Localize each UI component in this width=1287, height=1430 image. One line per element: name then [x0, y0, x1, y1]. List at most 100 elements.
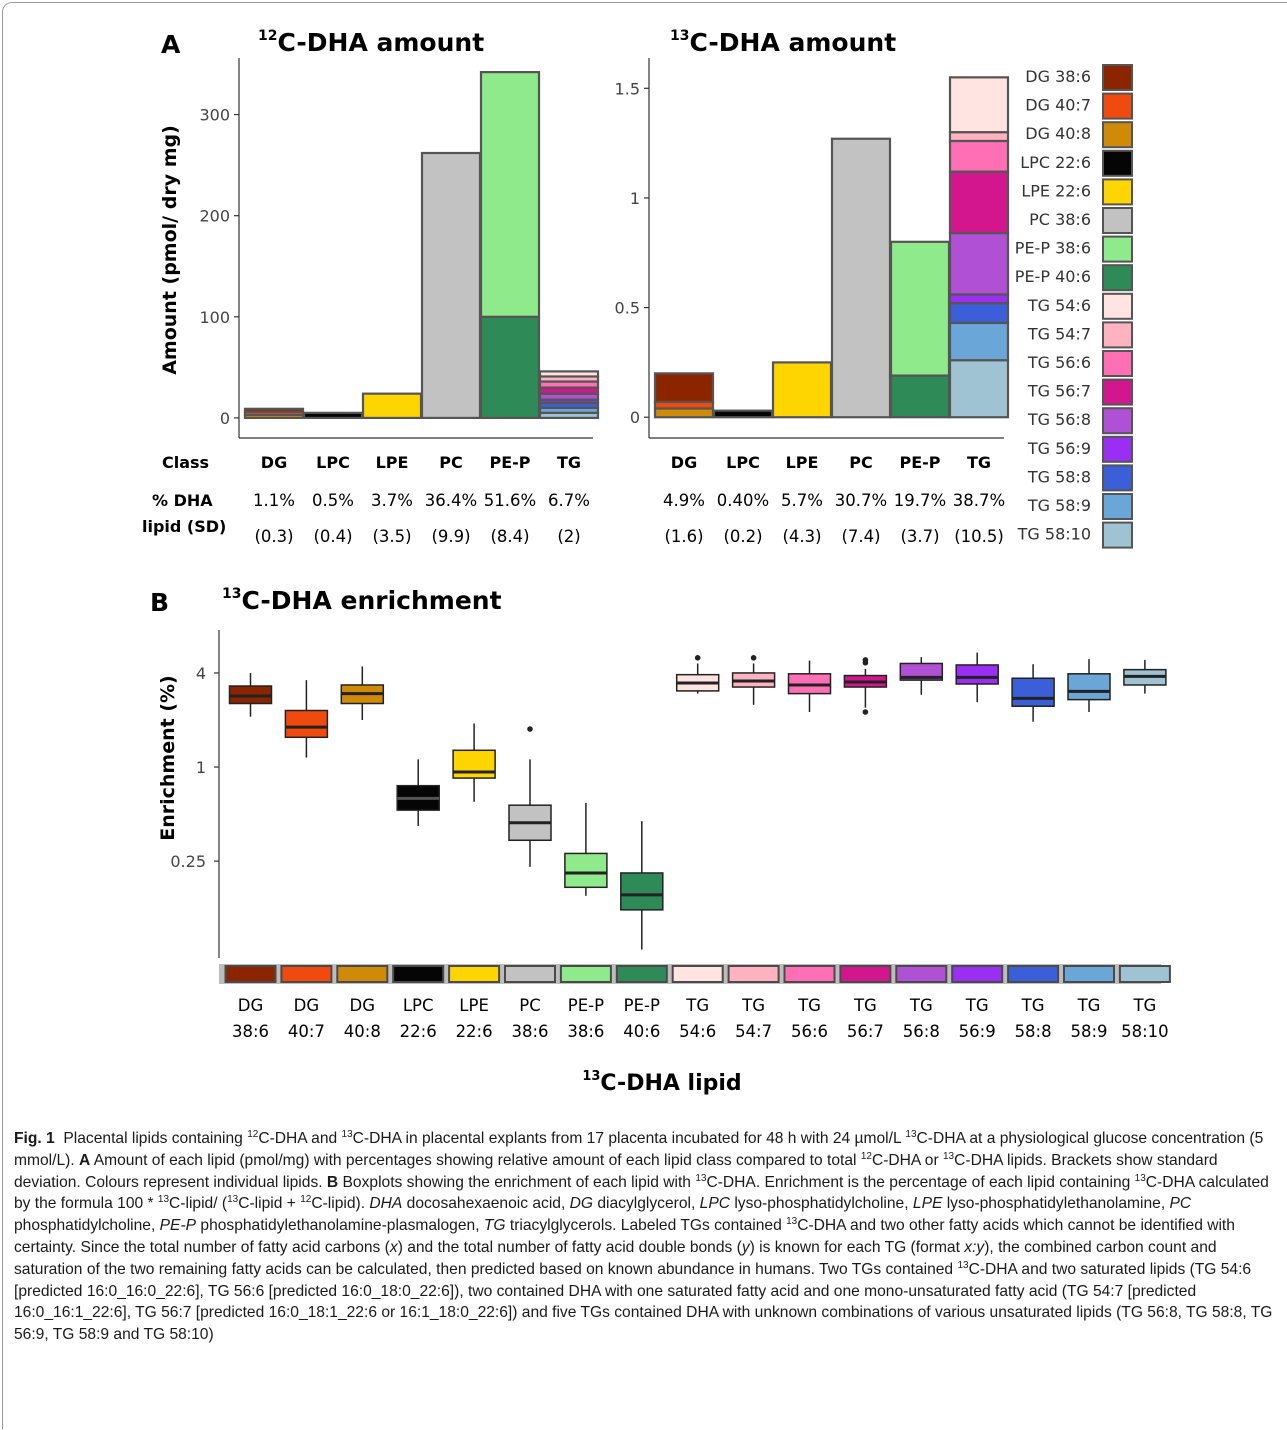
class-label: PE-P: [899, 453, 940, 472]
pct-sd-value: (3.5): [372, 527, 411, 546]
class-label: PE-P: [489, 453, 530, 472]
x-tick-label-species: 56:8: [903, 1022, 940, 1041]
legend-label: PC 38:6: [1029, 210, 1091, 229]
legend-swatch: [1102, 64, 1133, 91]
box-outlier: [527, 726, 533, 732]
pct-dha-value: 51.6%: [484, 491, 536, 510]
x-tick-label-species: 58:8: [1015, 1022, 1052, 1041]
panel-a-left-bars: [243, 71, 600, 420]
strip-swatch: [280, 965, 333, 983]
x-tick-label-species: 22:6: [400, 1022, 437, 1041]
legend-label: DG 40:8: [1025, 124, 1091, 143]
x-tick-label-class: LPC: [403, 996, 434, 1015]
pct-sd-value: (2): [557, 527, 580, 546]
strip-swatch: [559, 965, 612, 983]
panel-a-right-title: 13C-DHA amount: [670, 28, 896, 57]
legend-label: LPC 22:6: [1020, 153, 1091, 172]
class-label: TG: [557, 453, 581, 472]
x-tick-label-species: 54:7: [735, 1022, 772, 1041]
x-tick-label-species: 38:6: [567, 1022, 604, 1041]
panel-b-y-ticks: 0.25 1 4: [170, 664, 219, 871]
pct-row-label-line2: lipid (SD): [142, 517, 226, 536]
panel-a-right-bars: [653, 76, 1010, 419]
pct-sd-value: (0.3): [254, 527, 293, 546]
panel-b-title-iso: 13: [222, 586, 241, 602]
legend-swatch: [1102, 407, 1133, 435]
panel-a-right-title-text: C-DHA amount: [689, 28, 896, 57]
panel-b-x-axis-label-iso: 13: [582, 1069, 600, 1084]
strip-swatch: [671, 965, 724, 983]
legend-swatch: [1102, 464, 1133, 492]
panel-a-left-pct-labels: 1.1% (0.3) 0.5% (0.4) 3.7% (3.5) 36.4% (9.9) 51.…: [253, 491, 590, 546]
legend-swatch: [1102, 92, 1133, 120]
panel-a-right-class-labels: DG LPC LPE PC PE-P TG: [671, 453, 991, 472]
x-tick-label-species: 56:6: [791, 1022, 828, 1041]
panel-a-right-bar-segment: [948, 293, 1010, 305]
legend-swatch: [1102, 292, 1133, 320]
x-tick-label-species: 56:7: [847, 1022, 884, 1041]
panel-a-left-bar-segment: [479, 315, 541, 420]
box-tg-56-9: [955, 664, 999, 685]
legend-label: TG 58:9: [1027, 496, 1091, 515]
class-label: LPC: [726, 453, 760, 472]
panel-b-y-tick-label: 1: [196, 758, 206, 777]
x-tick-label-class: DG: [350, 996, 376, 1015]
pct-dha-value: 4.9%: [663, 491, 705, 510]
x-tick-label-species: 58:10: [1121, 1022, 1169, 1041]
panel-b-y-axis-label: Enrichment (%): [157, 675, 179, 841]
x-tick-label-class: TG: [909, 996, 933, 1015]
box-tg-58-9: [1067, 673, 1111, 701]
panel-a-left-bar-segment: [243, 407, 305, 413]
strip-swatch: [895, 965, 948, 983]
strip-swatch: [951, 965, 1004, 983]
panel-a-letter: A: [161, 30, 181, 59]
panel-a-left-title: 12C-DHA amount: [258, 28, 484, 57]
pct-sd-value: (3.7): [900, 527, 939, 546]
box-tg-58-8: [1011, 677, 1055, 707]
box-dg-40-7: [284, 709, 329, 739]
panel-a-left-bar-segment: [420, 151, 482, 420]
legend-label: TG 56:6: [1027, 353, 1091, 372]
figure-chart: A B 12C-DHA amount 13C-DHA amount Amount…: [142, 28, 1171, 1096]
legend-swatch: [1102, 435, 1133, 463]
panel-a-right-bar-segment: [948, 170, 1010, 235]
strip-swatch: [224, 965, 277, 983]
panel-a-right-bar-segment: [948, 321, 1010, 362]
panel-a-left-y-ticks: 0 100 200 300: [199, 106, 239, 428]
x-tick-label-class: DG: [238, 996, 264, 1015]
panel-a-right-pct-labels: 4.9% (1.6) 0.40% (0.2) 5.7% (4.3) 30.7% (7.4) 19…: [663, 491, 1005, 546]
strip-swatch: [783, 965, 836, 983]
legend-swatch: [1102, 121, 1133, 149]
figure-caption: Fig. 1 Placental lipids containing 12C-D…: [14, 1129, 1273, 1344]
pct-dha-value: 19.7%: [894, 491, 946, 510]
legend-label: PE-P 40:6: [1015, 267, 1091, 286]
box-outlier: [694, 655, 701, 661]
legend: DG 38:6 DG 40:7 DG 40:8 LPC 22:6 LPE 22:6 PC …: [1015, 64, 1133, 549]
panel-b-x-ticks: DG 38:6 DG 40:7 DG 40:8 LPC 22:6 LPE 22:6 PC 38:6 PE…: [232, 996, 1169, 1041]
panel-a-right-bar-segment: [712, 409, 774, 419]
pct-dha-value: 0.5%: [312, 491, 354, 510]
panel-a-right-bar-segment: [653, 407, 715, 419]
legend-label: DG 40:7: [1025, 96, 1091, 115]
pct-sd-value: (0.2): [723, 527, 762, 546]
x-tick-label-class: PC: [519, 996, 540, 1015]
class-label: DG: [261, 453, 287, 472]
strip-swatch: [615, 965, 668, 983]
pct-dha-value: 3.7%: [371, 491, 413, 510]
panel-a-left-bar-segment: [479, 71, 541, 318]
panel-a-right-bar-segment: [948, 359, 1010, 419]
panel-b-title: 13C-DHA enrichment: [222, 586, 502, 615]
x-tick-label-class: TG: [685, 996, 709, 1015]
panel-a-right-bar-segment: [948, 139, 1010, 173]
panel-a-right-bar-segment: [889, 240, 951, 377]
x-tick-label-class: PE-P: [568, 996, 604, 1015]
pct-sd-value: (8.4): [490, 527, 529, 546]
legend-swatch: [1102, 493, 1133, 520]
legend-swatch: [1102, 378, 1133, 406]
legend-swatch: [1102, 149, 1133, 177]
class-label: TG: [967, 453, 991, 472]
panel-a-right-y-tick-label: 0: [630, 408, 640, 427]
panel-a-left-y-tick-label: 0: [220, 409, 230, 428]
box-pe-p-38-6: [564, 852, 608, 889]
